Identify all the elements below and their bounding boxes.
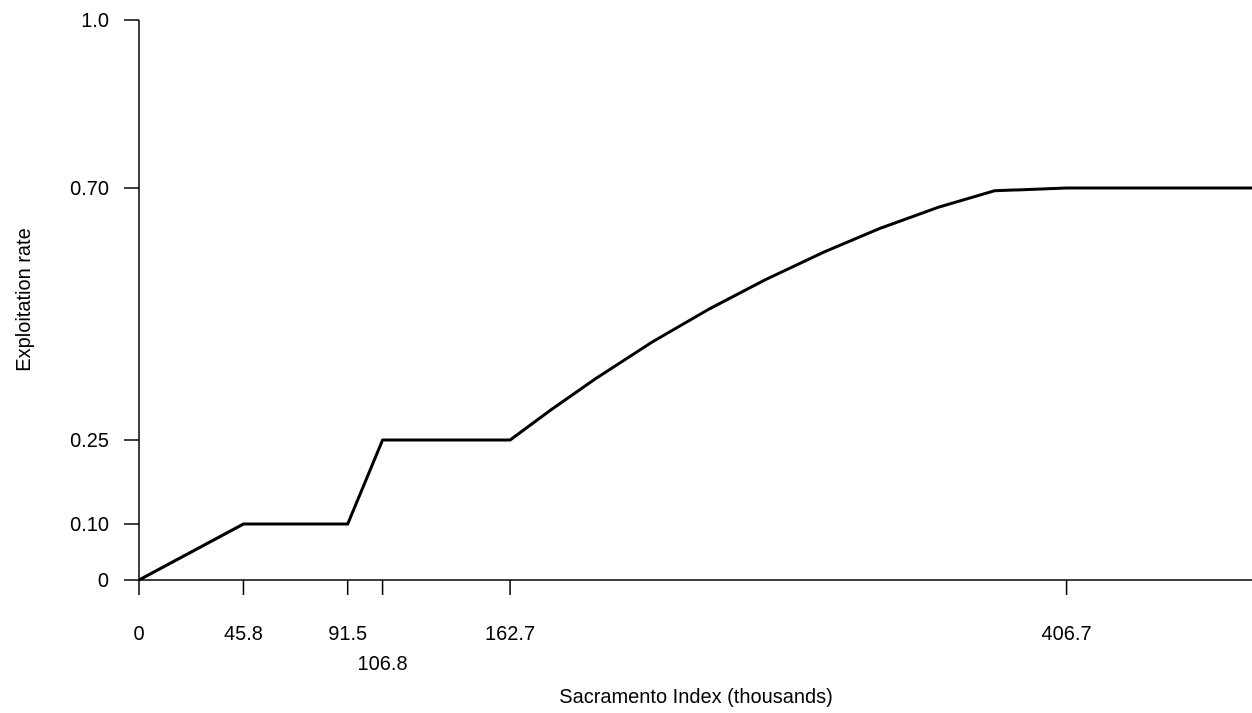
x-tick-label: 45.8 [224,623,263,645]
series-line [138,186,1252,582]
series-group [138,186,1252,582]
x-tick-label: 91.5 [328,623,367,645]
x-tick-label: 406.7 [1042,623,1092,645]
y-tick-label: 0.10 [70,514,109,536]
y-axis-label: Exploitation rate [13,228,35,371]
y-tick-label: 1.0 [81,10,109,32]
x-tick-label: 0 [133,623,144,645]
axes [138,20,1252,581]
y-ticks: 0 0.10 0.25 0.70 1.0 [70,10,139,592]
x-tick-label: 162.7 [485,623,535,645]
x-axis-label: Sacramento Index (thousands) [559,686,833,708]
y-tick-label: 0 [98,570,109,592]
x-ticks: 0 45.8 91.5 106.8 162.7 406.7 [133,580,1092,675]
x-tick-label: 106.8 [358,653,408,675]
y-tick-label: 0.70 [70,178,109,200]
y-tick-label: 0.25 [70,430,109,452]
